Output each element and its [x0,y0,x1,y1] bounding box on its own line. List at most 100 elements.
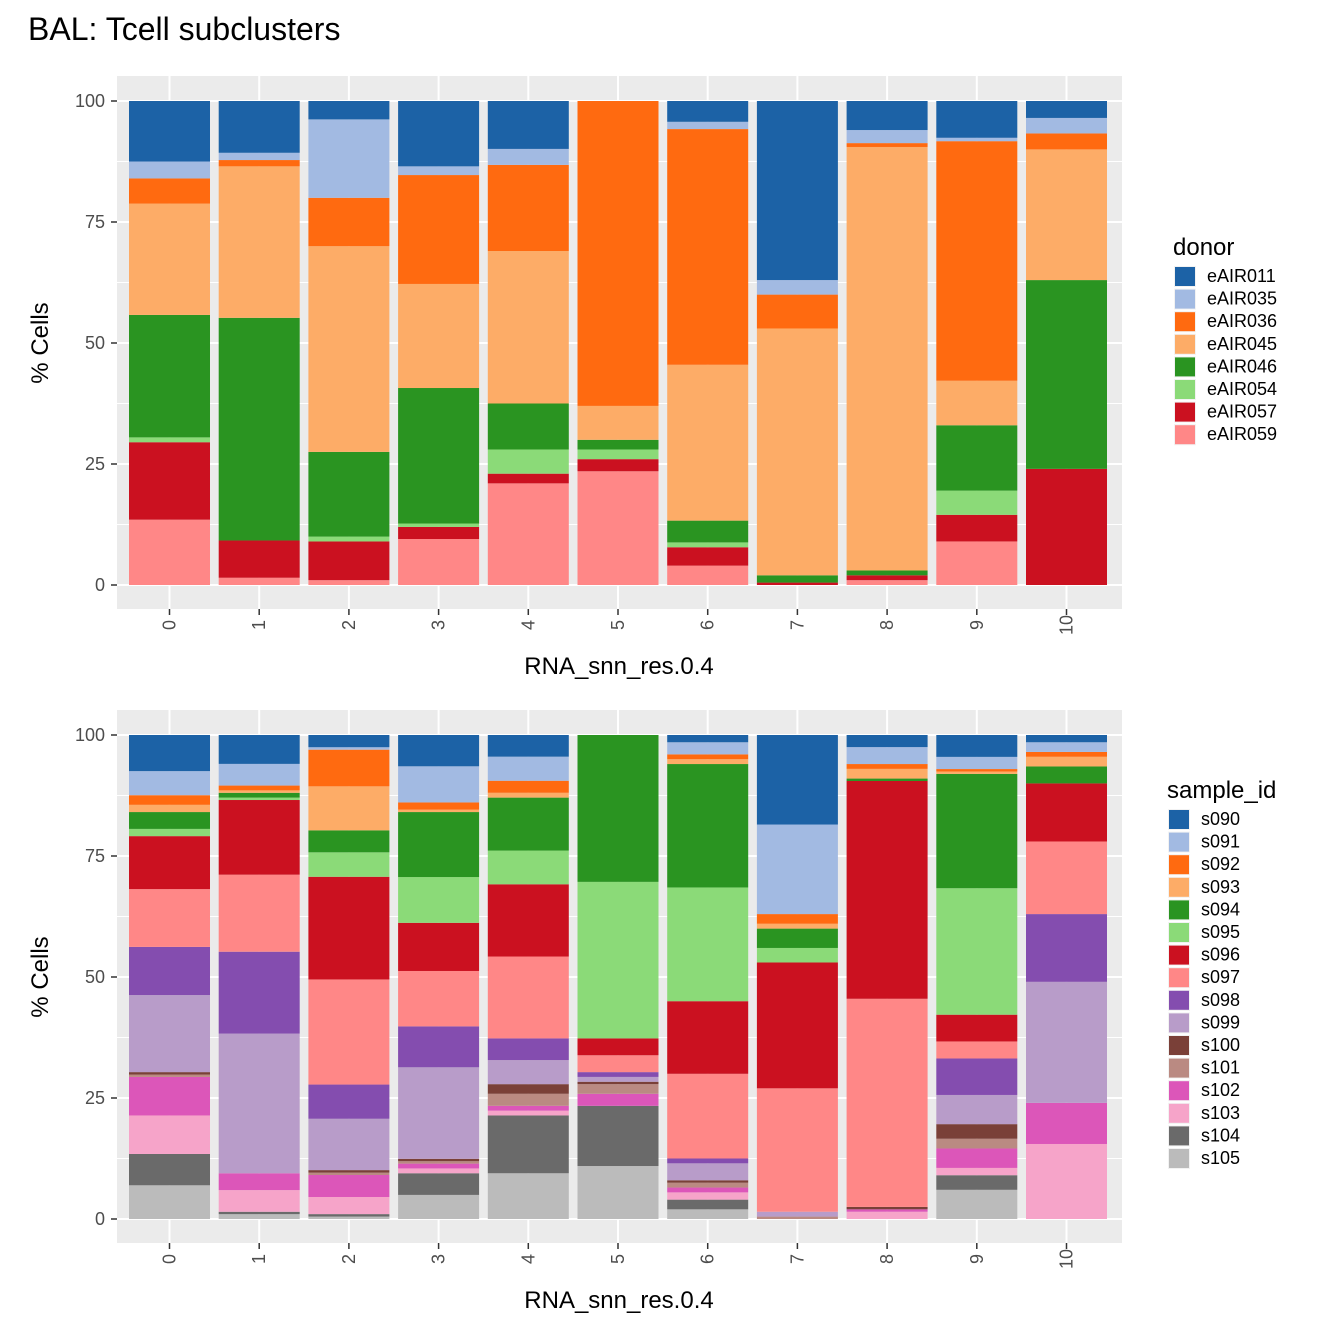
bar-segment-s094-5 [577,735,659,882]
bar-segment-s097-3 [398,970,480,1027]
bar-segment-eair011-1 [218,101,300,153]
legend-label-eair046: eAIR046 [1207,356,1277,376]
bar-segment-s102-1 [218,1173,300,1191]
bar-segment-s092-9 [936,769,1018,772]
bar-segment-s105-9 [936,1189,1018,1219]
bar-segment-s098-10 [1026,914,1107,982]
bar-segment-eair046-8 [846,570,928,576]
legend-swatch-eair057 [1175,402,1195,422]
legend-swatch-s100 [1169,1036,1189,1055]
bar-segment-s094-0 [129,812,210,829]
bar-segment-s094-4 [487,797,569,851]
bar-segment-s102-0 [129,1076,210,1116]
bar-segment-eair011-0 [129,101,210,162]
legend-label-eair054: eAIR054 [1207,379,1277,399]
bar-segment-s097-9 [936,1041,1018,1059]
bar-segment-s095-6 [667,887,749,1002]
sample-id-legend-title: sample_id [1167,777,1276,804]
bar-segment-s095-5 [577,881,659,1039]
bar-segment-eair036-1 [218,160,300,167]
bar-segment-s091-8 [846,747,928,765]
x-tick-label: 8 [877,1254,897,1264]
bar-segment-eair045-2 [308,246,390,452]
y-tick-label: 50 [85,333,105,353]
legend-swatch-s098 [1169,990,1189,1010]
sample-id-x-axis-title: RNA_snn_res.0.4 [524,1287,713,1314]
x-tick-label: 1 [249,620,269,630]
bar-segment-s093-8 [846,768,928,779]
legend-label-s102: s102 [1201,1080,1240,1100]
bar-segment-s093-3 [398,809,480,813]
bar-segment-s090-8 [846,735,928,748]
bar-segment-eair054-5 [577,449,659,460]
bar-segment-s096-0 [129,836,210,890]
legend-label-eair036: eAIR036 [1207,311,1277,331]
legend-swatch-s097 [1169,968,1189,988]
legend-label-s099: s099 [1201,1012,1240,1032]
bar-segment-s105-5 [577,1166,659,1219]
bar-segment-eair036-0 [129,178,210,204]
bar-segment-s092-6 [667,754,749,760]
bar-segment-eair045-4 [487,251,569,404]
bar-segment-s102-6 [667,1187,749,1193]
bar-segment-eair035-2 [308,119,390,198]
bar-segment-s096-3 [398,922,480,971]
bar-segment-s097-8 [846,998,928,1207]
sample-id-x-axis: 0 1 2 3 4 5 6 7 8 9 10 [160,1243,1077,1269]
bar-segment-s095-3 [398,877,480,923]
legend-label-s105: s105 [1201,1148,1240,1168]
x-tick-label: 6 [698,1254,718,1264]
bar-segment-s096-1 [218,800,300,875]
legend-swatch-eair059 [1175,425,1195,445]
bar-segment-s090-0 [129,735,210,772]
bar-segment-s090-7 [756,735,838,825]
bar-segment-s090-3 [398,735,480,767]
donor-legend-title: donor [1173,234,1234,261]
bar-segment-s102-3 [398,1163,480,1169]
bar-segment-s103-6 [667,1192,749,1200]
bar-segment-s103-8 [846,1211,928,1219]
x-tick-label: 9 [967,1254,987,1264]
bar-segment-s102-9 [936,1148,1018,1168]
x-tick-label: 9 [967,620,987,630]
legend-swatch-eair054 [1175,380,1195,399]
bar-segment-s093-4 [487,792,569,798]
bar-segment-eair059-5 [577,471,659,585]
figure-title: BAL: Tcell subclusters [28,11,340,47]
bar-segment-s099-7 [756,1211,838,1217]
bar-segment-s091-6 [667,742,749,755]
bar-segment-s104-1 [218,1211,300,1215]
bar-segment-eair035-1 [218,152,300,161]
bar-segment-s099-0 [129,995,210,1073]
bar-segment-eair035-0 [129,161,210,179]
bar-segment-s096-5 [577,1038,659,1056]
bar-segment-s092-2 [308,749,390,787]
bar-segment-eair011-4 [487,101,569,149]
legend-label-eair011: eAIR011 [1207,266,1276,286]
bar-segment-s096-10 [1026,783,1107,842]
bar-segment-eair059-0 [129,519,210,585]
bar-segment-eair046-0 [129,314,210,438]
bar-segment-s102-4 [487,1105,569,1111]
bar-segment-eair059-9 [936,541,1018,585]
legend-label-s093: s093 [1201,877,1240,897]
bar-segment-eair059-1 [218,577,300,585]
bar-segment-s100-3 [398,1158,480,1162]
bar-segment-s102-5 [577,1093,659,1106]
legend-swatch-s105 [1169,1149,1189,1168]
bar-segment-s091-9 [936,756,1018,770]
x-tick-label: 1 [249,1254,269,1264]
legend-swatch-s091 [1169,832,1189,852]
bar-segment-s102-8 [846,1209,928,1212]
bar-segment-s093-10 [1026,756,1107,767]
bar-segment-eair057-4 [487,473,569,484]
donor-y-axis: 0 25 50 75 100 [75,91,117,595]
bar-segment-s096-6 [667,1001,749,1074]
bar-segment-eair046-4 [487,403,569,450]
bar-segment-s095-7 [756,947,838,963]
x-tick-label: 5 [608,620,628,630]
bar-segment-s094-2 [308,830,390,853]
bar-segment-eair046-6 [667,520,749,543]
bar-segment-s092-0 [129,795,210,805]
bar-segment-s104-9 [936,1175,1018,1190]
